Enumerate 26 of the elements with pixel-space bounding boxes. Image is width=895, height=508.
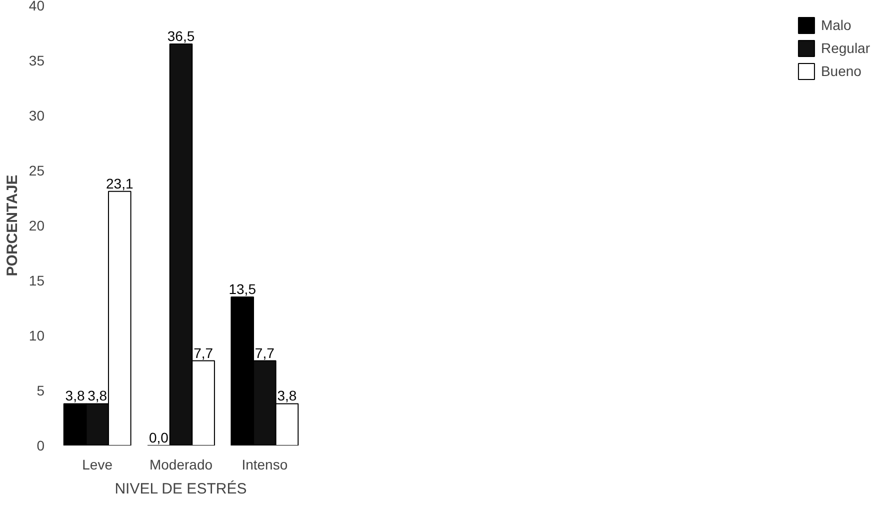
data-label: 3,8 [88, 388, 108, 404]
y-tick-label: 5 [36, 382, 45, 398]
y-tick-label: 15 [28, 272, 45, 288]
x-tick-label: Intenso [242, 456, 288, 472]
data-label: 0,0 [148, 430, 169, 446]
y-tick-label: 30 [28, 108, 45, 124]
data-label: 7,7 [254, 344, 275, 361]
x-tick-label: Leve [82, 456, 113, 472]
x-tick-label: Moderado [149, 456, 213, 472]
x-axis-title: NIVEL DE ESTRÉS [114, 480, 247, 498]
data-label: 13,5 [228, 281, 256, 297]
y-tick-label: 35 [28, 52, 45, 68]
y-tick-label: 25 [28, 162, 45, 178]
y-tick-label: 10 [28, 328, 45, 344]
y-tick-label: 40 [28, 0, 45, 14]
y-axis-title: PORCENTAJE [4, 174, 21, 276]
legend-label: Malo [820, 17, 852, 33]
y-tick-label: 20 [28, 218, 45, 234]
data-label: 3,8 [277, 388, 297, 404]
legend-label: Regular [820, 40, 870, 56]
data-label: 7,7 [194, 344, 214, 361]
data-label: 36,5 [167, 28, 195, 44]
data-label: 3,8 [65, 388, 85, 404]
y-tick-label: 0 [36, 438, 45, 454]
data-label: 23,1 [106, 175, 134, 192]
legend-label: Bueno [820, 63, 862, 79]
